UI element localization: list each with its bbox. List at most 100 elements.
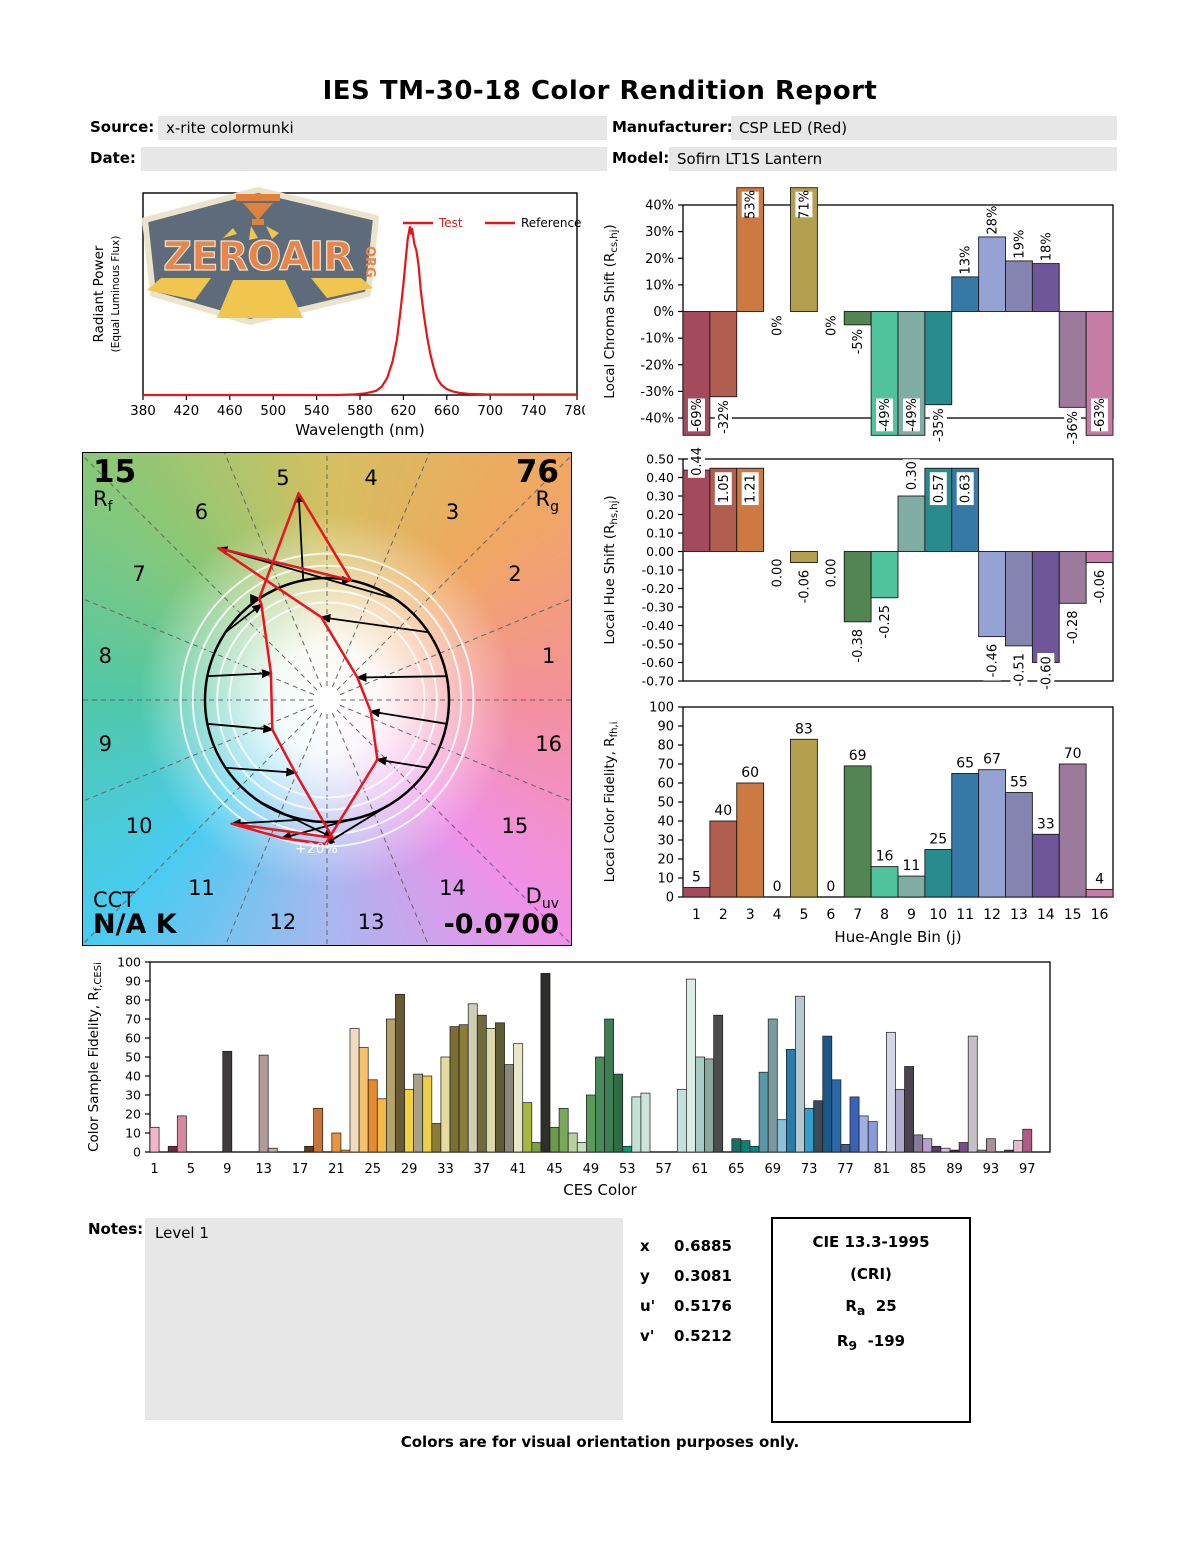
svg-text:93: 93 <box>983 1162 1000 1177</box>
svg-text:57: 57 <box>655 1162 672 1177</box>
svg-text:6: 6 <box>826 907 835 923</box>
cct-stat: CCT N/A K <box>93 888 177 939</box>
svg-text:10: 10 <box>929 907 947 923</box>
svg-text:60: 60 <box>657 777 674 792</box>
svg-text:0.00: 0.00 <box>646 544 674 559</box>
svg-text:-36%: -36% <box>1066 411 1081 445</box>
svg-text:-49%: -49% <box>878 398 893 432</box>
svg-text:97: 97 <box>1019 1162 1036 1177</box>
svg-text:-0.06: -0.06 <box>797 570 812 604</box>
logo-ray-2 <box>249 226 258 240</box>
svg-text:5: 5 <box>187 1162 195 1177</box>
svg-text:83: 83 <box>795 721 813 737</box>
svg-text:80: 80 <box>125 993 141 1008</box>
svg-text:Color Sample Fidelity, Rf,CESi: Color Sample Fidelity, Rf,CESi <box>86 962 104 1152</box>
svg-text:11: 11 <box>903 858 921 874</box>
svg-text:Test: Test <box>438 216 463 230</box>
svg-text:40: 40 <box>657 815 674 830</box>
svg-text:28%: 28% <box>986 206 1001 235</box>
svg-text:-0.51: -0.51 <box>1012 653 1027 687</box>
hue-bin-number: 14 <box>439 875 466 900</box>
hue-bin-number: 1 <box>541 643 556 668</box>
svg-text:0.00: 0.00 <box>771 558 786 587</box>
svg-text:25: 25 <box>929 832 947 848</box>
svg-text:19%: 19% <box>1012 230 1027 259</box>
local-color-fidelity-chart: 1009080706050403020100540600830691611256… <box>602 701 1114 945</box>
svg-text:67: 67 <box>983 752 1001 768</box>
svg-text:60: 60 <box>125 1031 141 1046</box>
svg-text:14: 14 <box>1037 907 1055 923</box>
svg-text:53%: 53% <box>744 190 759 219</box>
hue-bin-number: 10 <box>125 813 153 838</box>
svg-text:-63%: -63% <box>1093 398 1108 432</box>
svg-text:73: 73 <box>801 1162 818 1177</box>
flashlight-lens <box>243 203 273 220</box>
notes-label: Notes: <box>88 1220 144 1238</box>
svg-text:16: 16 <box>876 849 894 865</box>
chromaticity-u: u' 0.5176 <box>640 1297 732 1315</box>
cvg-overlay <box>83 453 571 945</box>
svg-text:660: 660 <box>434 403 460 419</box>
svg-text:-0.30: -0.30 <box>642 600 674 615</box>
svg-text:0: 0 <box>826 879 835 895</box>
duv-value: -0.0700 <box>443 909 559 941</box>
page-title: IES TM-30-18 Color Rendition Report <box>322 76 878 106</box>
svg-text:65: 65 <box>956 756 974 772</box>
svg-text:90: 90 <box>125 974 141 989</box>
svg-text:70: 70 <box>125 1012 141 1027</box>
cie-r9: R9 -199 <box>836 1332 906 1353</box>
svg-text:0.10: 0.10 <box>646 526 674 541</box>
svg-text:(Equal Luminous Flux): (Equal Luminous Flux) <box>110 236 122 353</box>
svg-text:-0.28: -0.28 <box>1066 610 1081 644</box>
svg-text:0%: 0% <box>824 315 839 336</box>
svg-text:1: 1 <box>150 1162 158 1177</box>
svg-text:50: 50 <box>657 796 674 811</box>
rf-stat: 15 Rf <box>93 454 137 515</box>
cie-title: CIE 13.3-1995 <box>812 1233 930 1251</box>
svg-text:-0.60: -0.60 <box>642 655 674 670</box>
svg-text:69: 69 <box>764 1162 781 1177</box>
svg-text:0: 0 <box>133 1145 141 1160</box>
svg-text:Local Color Fidelity, Rfh,i: Local Color Fidelity, Rfh,i <box>602 722 620 883</box>
svg-text:Local Chroma Shift (Rcs,hj): Local Chroma Shift (Rcs,hj) <box>602 224 620 398</box>
svg-text:-10%: -10% <box>640 332 674 347</box>
svg-text:-0.06: -0.06 <box>1093 570 1108 604</box>
rf-label: Rf <box>93 486 113 515</box>
zeroair-logo: ZEROAIR ORG <box>142 187 379 325</box>
ring-plus20-label: +20% <box>295 841 338 857</box>
svg-text:5: 5 <box>799 907 808 923</box>
svg-text:37: 37 <box>474 1162 491 1177</box>
svg-text:10: 10 <box>657 872 674 887</box>
svg-text:0.50: 0.50 <box>646 452 674 467</box>
hue-bin-number: 9 <box>98 732 113 757</box>
footer-disclaimer: Colors are for visual orientation purpos… <box>400 1433 800 1451</box>
rg-stat: 76 Rg <box>516 456 559 514</box>
svg-text:-5%: -5% <box>851 329 866 354</box>
svg-text:-32%: -32% <box>717 400 732 434</box>
svg-text:780: 780 <box>564 403 585 419</box>
rf-value: 15 <box>93 454 137 490</box>
svg-text:-0.25: -0.25 <box>878 605 893 639</box>
hue-bin-number: 12 <box>269 909 297 934</box>
svg-text:-0.70: -0.70 <box>642 674 674 689</box>
svg-text:-0.38: -0.38 <box>851 629 866 663</box>
logo-ray-1 <box>223 228 237 238</box>
svg-text:13%: 13% <box>959 246 974 275</box>
svg-text:10: 10 <box>125 1126 141 1141</box>
svg-text:Reference: Reference <box>521 216 581 230</box>
svg-text:11: 11 <box>956 907 974 923</box>
cie-cri-box: CIE 13.3-1995 (CRI) Ra 25 R9 -199 <box>771 1217 971 1423</box>
hue-bin-number: 3 <box>445 500 460 525</box>
svg-text:49: 49 <box>583 1162 600 1177</box>
logo-beam-right <box>311 278 373 298</box>
cct-label: CCT <box>93 888 136 913</box>
hue-bin-number: 6 <box>194 500 209 525</box>
svg-text:0.20: 0.20 <box>646 507 674 522</box>
svg-text:0.63: 0.63 <box>959 474 974 503</box>
svg-text:60: 60 <box>741 765 759 781</box>
spectral-power-distribution-chart: 380 420 460 500 540 580 620 660 700 740 780 Wavelen… <box>91 192 585 439</box>
svg-text:0: 0 <box>773 879 782 895</box>
svg-text:100: 100 <box>117 955 141 970</box>
svg-text:20: 20 <box>657 853 674 868</box>
duv-stat: Duv -0.0700 <box>443 885 559 941</box>
